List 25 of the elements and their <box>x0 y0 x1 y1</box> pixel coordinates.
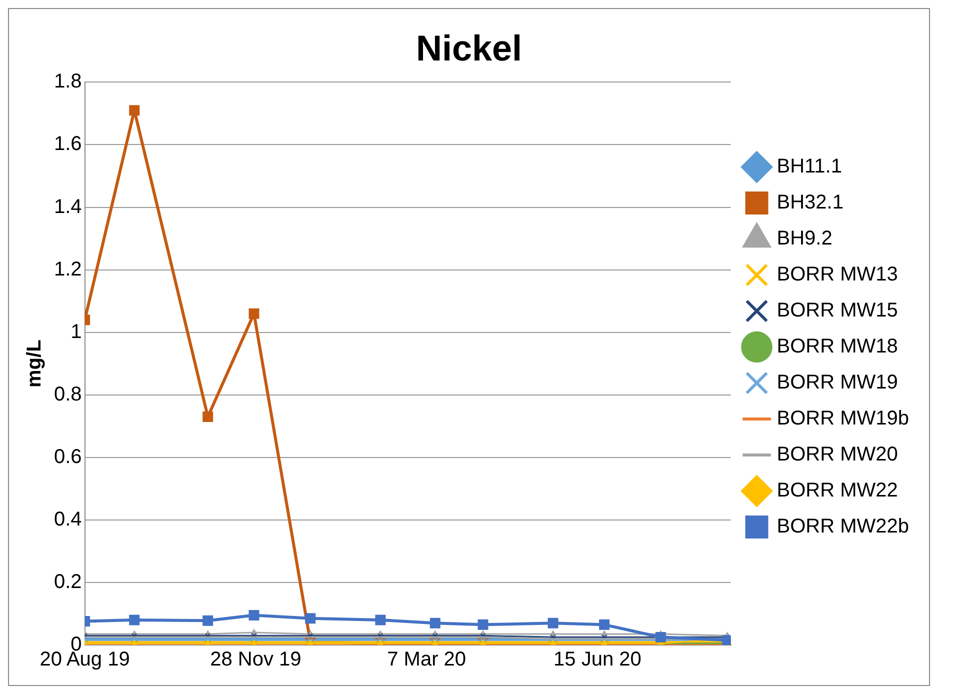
y-tick-label: 0.8 <box>54 383 82 406</box>
legend-label: BORR MW13 <box>776 264 898 286</box>
y-tick-label: 0.4 <box>54 508 82 530</box>
legend-label: BORR MW22b <box>776 516 910 538</box>
y-tick-label: 1.2 <box>54 258 82 280</box>
legend-label: BH32.1 <box>776 192 844 214</box>
y-tick-label: 0.2 <box>54 570 82 593</box>
y-tick-label: 0.6 <box>54 446 82 468</box>
chart-title: Nickel <box>416 28 522 69</box>
x-tick-label: 15 Jun 20 <box>554 648 642 671</box>
legend-label: BORR MW15 <box>776 300 898 322</box>
x-tick-label: 28 Nov 19 <box>210 648 302 671</box>
x-tick-label: 7 Mar 20 <box>387 648 466 671</box>
y-tick-label: 1.6 <box>54 133 82 156</box>
y-tick-label: 1.4 <box>54 196 82 218</box>
legend-label: BORR MW18 <box>776 336 898 358</box>
legend-label: BH9.2 <box>776 228 832 250</box>
legend-label: BORR MW19b <box>776 408 910 430</box>
legend-label: BORR MW22 <box>776 480 898 502</box>
legend-label: BORR MW19 <box>776 372 898 394</box>
legend-label: BH11.1 <box>776 156 842 178</box>
y-tick-label: 1 <box>70 320 82 343</box>
y-tick-label: 1.8 <box>54 70 82 93</box>
y-axis-title: mg/L <box>24 340 46 388</box>
legend-label: BORR MW20 <box>776 444 898 466</box>
